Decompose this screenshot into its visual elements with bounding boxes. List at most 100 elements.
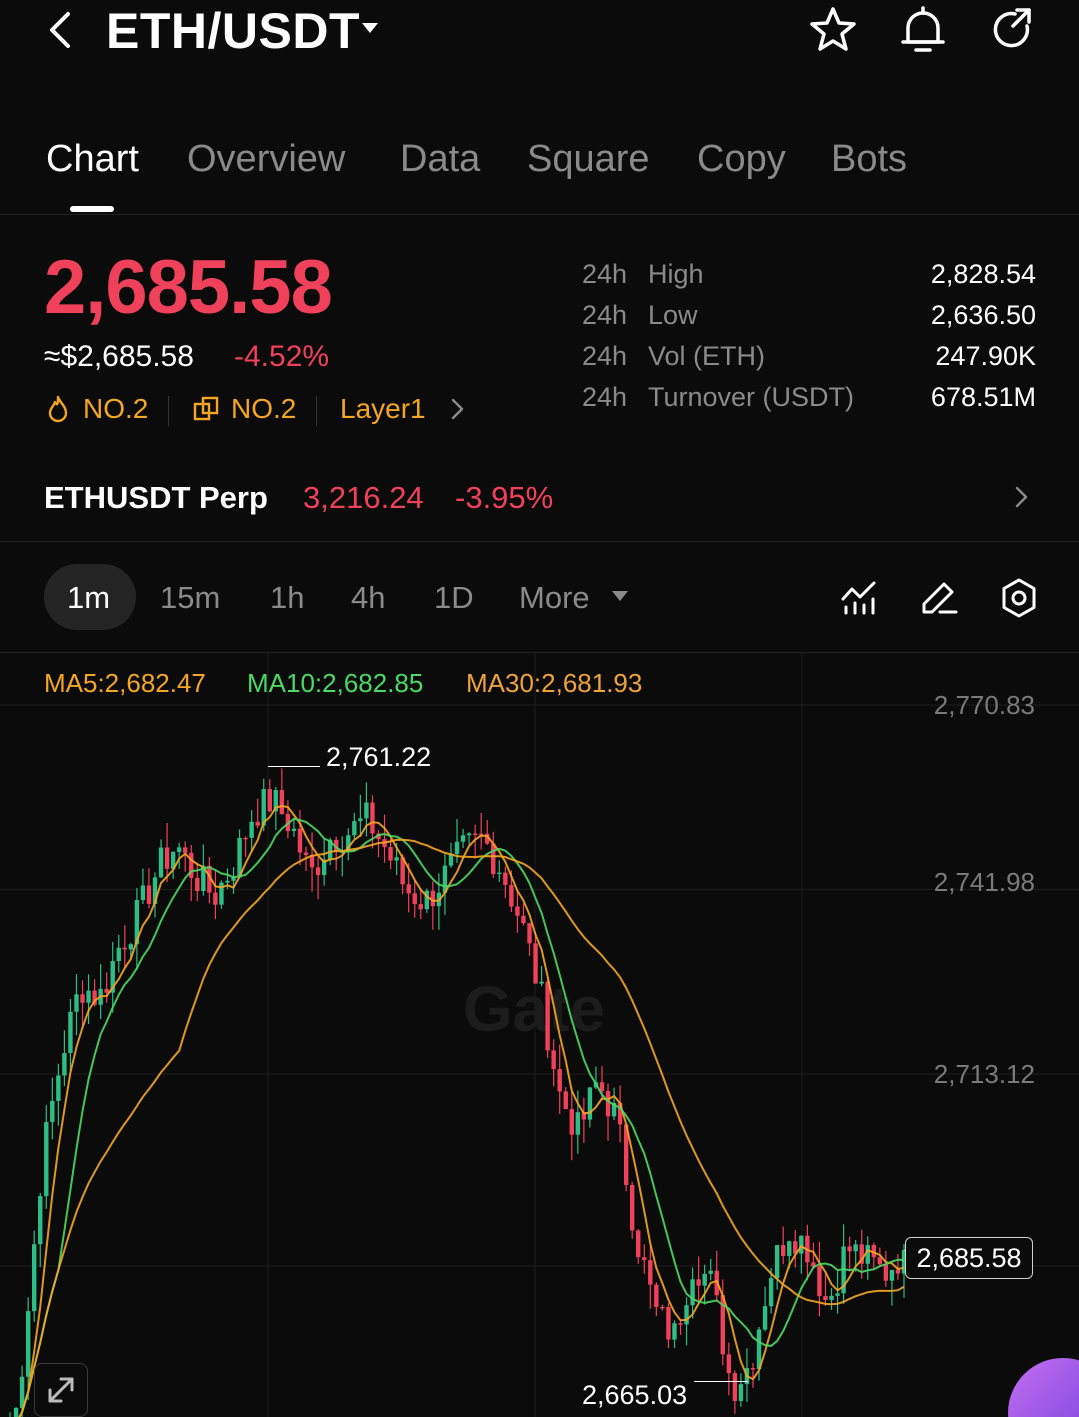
candle-body: [690, 1279, 695, 1306]
interval-more[interactable]: More: [519, 580, 590, 615]
interval-1h[interactable]: 1h: [270, 580, 305, 615]
back-icon[interactable]: [40, 8, 80, 52]
candle-body: [183, 847, 188, 853]
pair-title[interactable]: ETH/USDT: [106, 3, 360, 59]
candle-body: [696, 1279, 701, 1286]
candle-body: [412, 893, 417, 905]
candle-body: [756, 1329, 762, 1370]
candle-body: [793, 1241, 798, 1254]
settings-icon[interactable]: [998, 576, 1040, 620]
tab-copy[interactable]: Copy: [697, 138, 786, 180]
candle-body: [636, 1230, 641, 1258]
candle-body: [823, 1296, 828, 1301]
candle-body: [684, 1305, 689, 1325]
candle-body: [189, 852, 194, 878]
candle-body: [599, 1082, 605, 1092]
interval-1m[interactable]: 1m: [67, 580, 111, 615]
stat-period: 24h: [582, 341, 628, 371]
candle-body: [207, 865, 212, 893]
candle-body: [448, 854, 454, 866]
candle-body: [62, 1052, 67, 1076]
candle-body: [370, 802, 375, 834]
candle-body: [732, 1373, 738, 1401]
candle-body: [883, 1264, 889, 1281]
candle-body: [642, 1257, 647, 1261]
candle-body: [152, 877, 158, 904]
candle-body: [503, 872, 508, 885]
perp-name[interactable]: ETHUSDT Perp: [44, 480, 268, 515]
stat-period: 24h: [582, 300, 628, 330]
interval-1d[interactable]: 1D: [434, 580, 474, 615]
candle-body: [219, 882, 224, 905]
period-high-label: 2,761.22: [326, 742, 432, 772]
candle-body: [859, 1244, 864, 1264]
candle-body: [430, 890, 436, 907]
current-price-tag[interactable]: 2,685.58: [905, 1237, 1033, 1279]
period-low-label: 2,665.03: [582, 1380, 688, 1410]
candle-body: [164, 847, 170, 869]
candle-body: [170, 851, 176, 869]
candle-body: [424, 890, 430, 910]
candle-body: [140, 885, 146, 901]
star-icon[interactable]: [808, 4, 858, 56]
market-rank-badge[interactable]: NO.2: [231, 393, 297, 424]
price-axis-label: 2,713.12: [933, 1059, 1035, 1089]
candle-body: [394, 857, 399, 861]
candle-body: [460, 835, 466, 842]
interval-active-pill: [44, 564, 136, 630]
perp-chevron-right-icon[interactable]: [1012, 484, 1030, 510]
candle-body: [176, 847, 182, 852]
ma5-label: MA5:2,682.47: [44, 668, 206, 698]
tab-data[interactable]: Data: [400, 138, 481, 180]
share-icon[interactable]: [987, 4, 1037, 56]
candle-body: [738, 1384, 744, 1401]
tab-chart[interactable]: Chart: [46, 138, 139, 180]
draw-pencil-icon[interactable]: [918, 576, 960, 618]
expand-icon: [48, 1377, 74, 1403]
category-tag[interactable]: Layer1: [340, 393, 426, 424]
candle-body: [315, 867, 321, 876]
candle-body: [539, 981, 544, 984]
candle-body: [678, 1323, 683, 1325]
ma10-label: MA10:2,682.85: [247, 668, 424, 698]
candle-body: [629, 1184, 635, 1231]
candle-body: [485, 833, 490, 844]
stat-value-low: 2,636.50: [930, 300, 1036, 330]
candle-body: [623, 1124, 629, 1185]
watermark-logo: Gate: [463, 973, 605, 1045]
candle-body: [521, 915, 526, 924]
tab-overview[interactable]: Overview: [187, 138, 346, 180]
candle-body: [80, 994, 85, 1003]
candle-body: [86, 990, 91, 1003]
candle-body: [708, 1270, 713, 1274]
candle-body: [13, 1407, 19, 1417]
candle-body: [358, 818, 363, 822]
candle-body: [334, 839, 339, 852]
stat-label-low: Low: [648, 300, 698, 330]
stat-period: 24h: [582, 259, 628, 289]
candlestick-chart[interactable]: Gate: [0, 653, 1079, 1417]
candle-body: [201, 865, 206, 891]
stat-label-turnover: Turnover (USDT): [648, 382, 855, 412]
candle-body: [418, 904, 423, 910]
caret-down-icon[interactable]: [360, 20, 380, 36]
chevron-right-icon[interactable]: [448, 396, 466, 422]
indicator-icon[interactable]: [838, 577, 880, 617]
bell-icon[interactable]: [898, 4, 948, 56]
candle-body: [672, 1323, 677, 1340]
candle-body: [817, 1266, 822, 1297]
more-caret-icon[interactable]: [610, 588, 630, 604]
candle-body: [563, 1091, 568, 1110]
candle-body: [25, 1311, 31, 1377]
candle-body: [225, 880, 230, 883]
candle-body: [255, 821, 260, 826]
hot-rank-badge[interactable]: NO.2: [83, 393, 149, 424]
candles: [9, 768, 907, 1417]
tab-square[interactable]: Square: [527, 138, 650, 180]
tab-bots[interactable]: Bots: [831, 138, 908, 180]
fullscreen-button[interactable]: [34, 1363, 88, 1417]
interval-4h[interactable]: 4h: [351, 580, 386, 615]
last-price: 2,685.58: [44, 245, 333, 330]
candle-body: [811, 1262, 816, 1267]
interval-15m[interactable]: 15m: [160, 580, 221, 615]
